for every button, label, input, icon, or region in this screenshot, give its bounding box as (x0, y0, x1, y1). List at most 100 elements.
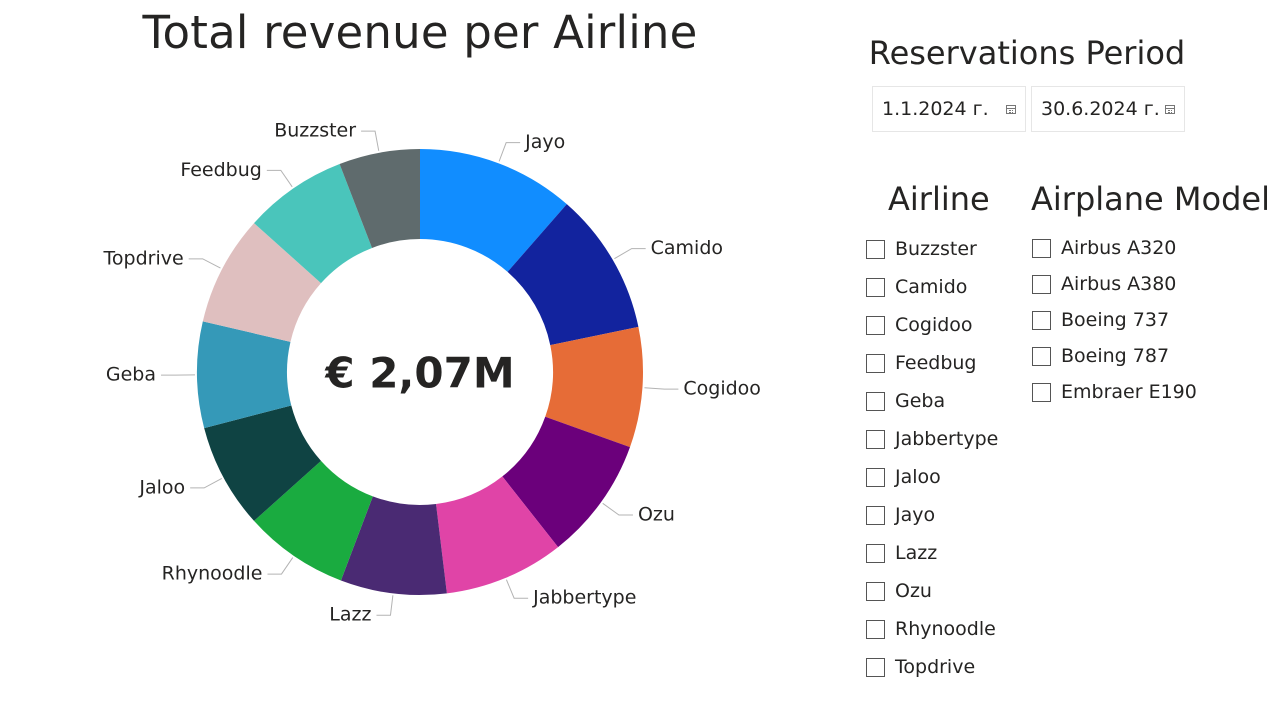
leader-line (190, 478, 223, 489)
airline-item-label: Jabbertype (895, 428, 999, 450)
period-title: Reservations Period (868, 34, 1186, 72)
airplane-model-item-label: Boeing 787 (1061, 345, 1170, 367)
leader-line (614, 248, 646, 260)
donut-slice-topdrive[interactable] (202, 223, 322, 342)
airline-item-label: Ozu (895, 580, 932, 602)
donut-slice-feedbug[interactable] (254, 163, 373, 284)
checkbox[interactable] (1032, 274, 1051, 294)
slice-label-jayo: Jayo (524, 131, 565, 153)
airline-item-label: Topdrive (895, 656, 976, 678)
donut-slice-lazz[interactable] (340, 496, 447, 595)
donut-slice-buzzster[interactable] (339, 149, 420, 248)
checkbox[interactable] (1032, 346, 1051, 366)
slice-label-feedbug: Feedbug (180, 159, 262, 181)
airplane-model-item-label: Embraer E190 (1061, 381, 1197, 403)
slice-label-geba: Geba (106, 364, 156, 386)
leader-line (188, 258, 221, 269)
airplane-model-item[interactable]: Airbus A380 (1032, 266, 1197, 302)
checkbox[interactable] (866, 277, 885, 297)
checkbox[interactable] (866, 391, 885, 411)
slice-label-camido: Camido (651, 237, 723, 259)
airline-item[interactable]: Topdrive (866, 648, 998, 686)
checkbox[interactable] (866, 239, 885, 259)
airline-item[interactable]: Jabbertype (866, 420, 998, 458)
checkbox[interactable] (866, 353, 885, 373)
checkbox[interactable] (1032, 382, 1051, 402)
airline-slicer-list: Buzzster Camido Cogidoo Feedbug Geba Jabberty… (866, 230, 998, 686)
slice-label-lazz: Lazz (329, 604, 371, 626)
airline-item[interactable]: Ozu (866, 572, 998, 610)
checkbox[interactable] (1032, 238, 1051, 258)
slice-label-jaloo: Jaloo (138, 476, 185, 498)
chart-title: Total revenue per Airline (142, 6, 698, 59)
airline-item-label: Rhynoodle (895, 618, 996, 640)
airline-item-label: Jaloo (895, 466, 941, 488)
checkbox[interactable] (866, 505, 885, 525)
donut-slice-rhynoodle[interactable] (254, 460, 373, 581)
airline-item[interactable]: Camido (866, 268, 998, 306)
slice-label-ozu: Ozu (638, 503, 675, 525)
end-date-value: 30.6.2024 г. (1041, 98, 1160, 120)
end-date-field[interactable]: 30.6.2024 г. (1031, 86, 1185, 132)
model-slicer-list: Airbus A320 Airbus A380 Boeing 737 Boeing 7… (1032, 230, 1197, 410)
center-total-value: € 2,07M (324, 349, 514, 398)
checkbox[interactable] (866, 467, 885, 487)
leader-line (505, 579, 529, 599)
airline-item[interactable]: Jaloo (866, 458, 998, 496)
donut-slice-geba[interactable] (197, 321, 292, 429)
calendar-icon[interactable] (1006, 105, 1016, 114)
start-date-field[interactable]: 1.1.2024 г. (872, 86, 1026, 132)
donut-slice-jaloo[interactable] (204, 405, 322, 521)
airplane-model-item-label: Airbus A380 (1061, 273, 1177, 295)
slice-label-jabbertype: Jabbertype (532, 587, 636, 609)
airplane-model-item[interactable]: Embraer E190 (1032, 374, 1197, 410)
airline-item-label: Buzzster (895, 238, 977, 260)
airline-item[interactable]: Cogidoo (866, 306, 998, 344)
airline-item[interactable]: Feedbug (866, 344, 998, 382)
donut-slice-jayo[interactable] (420, 149, 567, 272)
checkbox[interactable] (866, 619, 885, 639)
start-date-value: 1.1.2024 г. (882, 98, 989, 120)
checkbox[interactable] (866, 543, 885, 563)
airline-item-label: Feedbug (895, 352, 977, 374)
airline-item[interactable]: Buzzster (866, 230, 998, 268)
airline-item[interactable]: Rhynoodle (866, 610, 998, 648)
checkbox[interactable] (866, 429, 885, 449)
airline-item-label: Lazz (895, 542, 938, 564)
airline-item[interactable]: Lazz (866, 534, 998, 572)
checkbox[interactable] (866, 581, 885, 601)
donut-chart: Jayo Camido Cogidoo Ozu Jabbertype Lazz Rhynoo… (103, 120, 761, 626)
slice-label-buzzster: Buzzster (274, 120, 356, 142)
airline-item[interactable]: Geba (866, 382, 998, 420)
checkbox[interactable] (866, 315, 885, 335)
model-slicer-title: Airplane Model (1031, 180, 1270, 218)
airplane-model-item[interactable]: Boeing 737 (1032, 302, 1197, 338)
donut-slice-jabbertype[interactable] (436, 476, 559, 594)
airline-item-label: Geba (895, 390, 946, 412)
slice-label-cogidoo: Cogidoo (683, 378, 761, 400)
leader-line (376, 595, 394, 616)
airline-item-label: Cogidoo (895, 314, 973, 336)
leader-line (498, 142, 521, 162)
checkbox[interactable] (866, 657, 885, 677)
airplane-model-item-label: Boeing 737 (1061, 309, 1170, 331)
airplane-model-item-label: Airbus A320 (1061, 237, 1177, 259)
airline-slicer-title: Airline (888, 180, 990, 218)
leader-line (266, 169, 293, 188)
airplane-model-item[interactable]: Boeing 787 (1032, 338, 1197, 374)
airplane-model-item[interactable]: Airbus A320 (1032, 230, 1197, 266)
airline-item-label: Jayo (895, 504, 936, 526)
calendar-icon[interactable] (1165, 105, 1175, 114)
leader-line (644, 387, 679, 390)
checkbox[interactable] (1032, 310, 1051, 330)
airline-item[interactable]: Jayo (866, 496, 998, 534)
leader-line (602, 502, 633, 516)
airline-item-label: Camido (895, 276, 968, 298)
slice-label-topdrive: Topdrive (103, 247, 184, 269)
leader-line (361, 130, 380, 151)
slice-label-rhynoodle: Rhynoodle (162, 563, 263, 585)
donut-slice-cogidoo[interactable] (545, 326, 643, 448)
donut-slice-ozu[interactable] (502, 416, 630, 548)
leader-line (267, 557, 294, 575)
donut-slice-camido[interactable] (507, 204, 639, 346)
